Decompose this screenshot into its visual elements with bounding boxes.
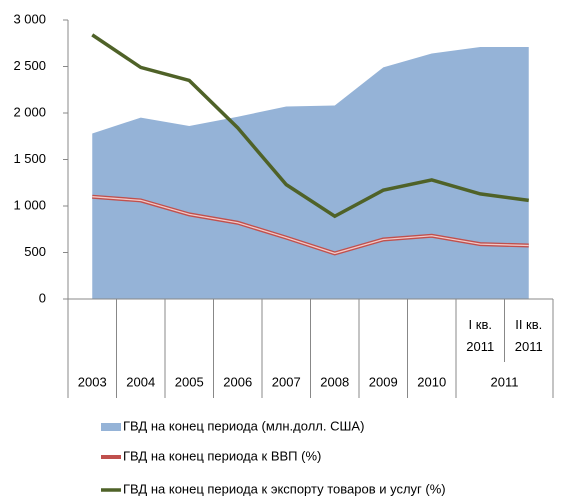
x-group-label: 2011 bbox=[491, 374, 519, 389]
x-group-label: 2005 bbox=[175, 374, 204, 389]
y-tick-label: 2 000 bbox=[13, 104, 46, 119]
x-group-label: 2010 bbox=[417, 374, 446, 389]
y-tick-label: 0 bbox=[39, 290, 46, 305]
y-tick-label: 1 500 bbox=[13, 151, 46, 166]
y-tick-label: 1 000 bbox=[13, 197, 46, 212]
area bbox=[92, 46, 529, 299]
y-tick-label: 500 bbox=[24, 244, 46, 259]
x-group-label: 2003 bbox=[78, 374, 107, 389]
y-tick-label: 2 500 bbox=[13, 58, 46, 73]
x-group-label: 2006 bbox=[223, 374, 252, 389]
x-group-label: 2009 bbox=[369, 374, 398, 389]
line-highlight bbox=[92, 196, 529, 255]
x-group-label: 2004 bbox=[126, 374, 155, 389]
x-group-label: 2008 bbox=[320, 374, 349, 389]
x-group-label: 2007 bbox=[272, 374, 301, 389]
y-tick-label: 3 000 bbox=[13, 11, 46, 26]
legend-label: ГВД на конец периода к экспорту товаров … bbox=[123, 481, 446, 496]
x-tick-label: II кв. 2011 bbox=[515, 317, 543, 354]
legend-swatch bbox=[101, 423, 121, 431]
x-tick-label: I кв. 2011 bbox=[466, 317, 494, 354]
legend-label: ГВД на конец периода к ВВП (%) bbox=[123, 448, 321, 463]
line bbox=[91, 33, 529, 219]
legend-label: ГВД на конец периода (млн.долл. США) bbox=[123, 418, 364, 433]
